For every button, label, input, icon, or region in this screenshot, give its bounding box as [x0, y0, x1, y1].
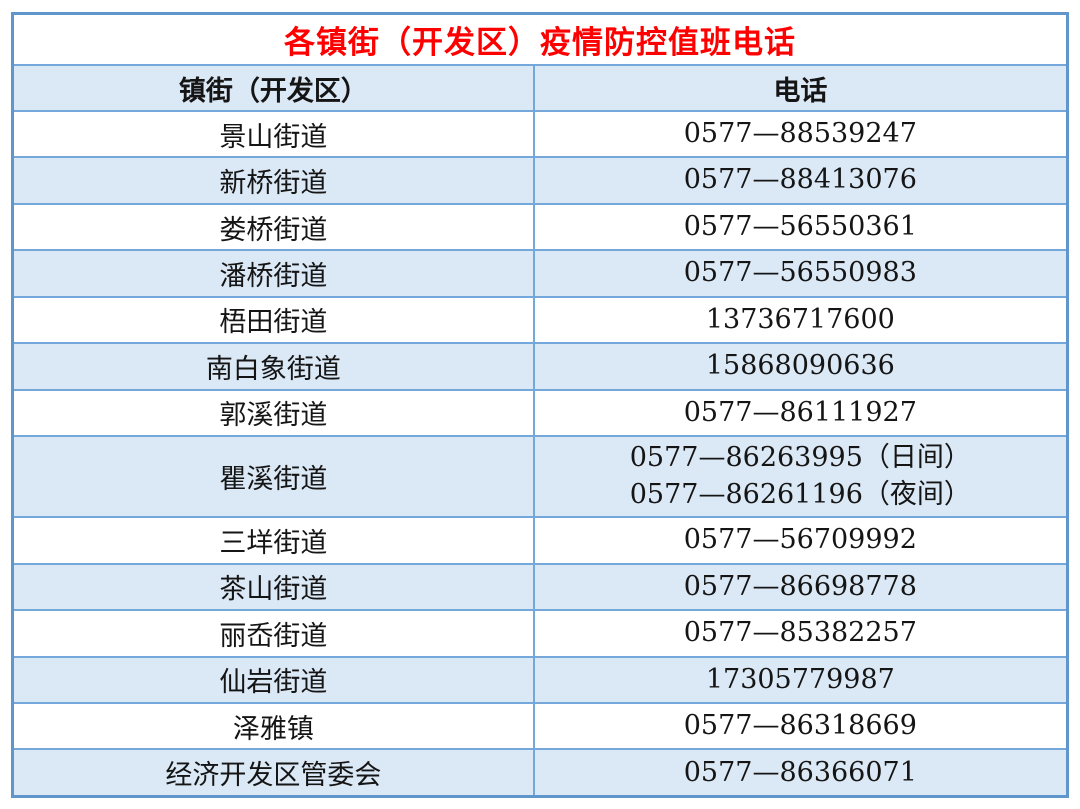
phone-number: 13736717600 [705, 303, 895, 335]
table-row: 茶山街道 0577—86698778 [11, 562, 1069, 612]
town-cell: 泽雅镇 [11, 702, 535, 751]
phone-cell: 0577—56709992 [532, 516, 1069, 565]
phone-cell: 0577—86698778 [532, 562, 1069, 612]
phone-cell: 0577—86111927 [532, 388, 1069, 437]
phone-number: 0577—56709992 [683, 524, 917, 556]
phone-cell: 0577—85382257 [532, 609, 1069, 658]
phone-number: 0577—86263995（日间） [629, 442, 971, 474]
phone-cell: 13736717600 [532, 295, 1069, 345]
town-cell: 梧田街道 [11, 295, 535, 345]
table-row: 仙岩街道 17305779987 [11, 655, 1069, 705]
phone-number: 0577—86698778 [683, 570, 917, 602]
table-row: 梧田街道 13736717600 [11, 295, 1069, 345]
phone-number: 0577—85382257 [683, 617, 917, 649]
table-row: 南白象街道 15868090636 [11, 342, 1069, 391]
table-row: 经济开发区管委会 0577—86366071 [11, 748, 1069, 798]
phone-number: 0577—86261196（夜间） [629, 478, 971, 510]
table-title: 各镇街（开发区）疫情防控值班电话 [11, 12, 1069, 66]
table-row: 潘桥街道 0577—56550983 [11, 249, 1069, 298]
table-body: 景山街道 0577—88539247 新桥街道 0577—88413076 娄桥街道 05… [11, 109, 1069, 798]
phone-number: 0577—86111927 [683, 396, 917, 428]
duty-phone-table: 各镇街（开发区）疫情防控值班电话 镇街（开发区） 电话 景山街道 0577—885… [11, 12, 1069, 798]
table-row: 三垟街道 0577—56709992 [11, 516, 1069, 565]
town-cell: 仙岩街道 [11, 655, 535, 705]
phone-number: 0577—56550983 [683, 257, 917, 289]
phone-number: 0577—56550361 [683, 210, 917, 242]
phone-cell: 17305779987 [532, 655, 1069, 705]
town-cell: 潘桥街道 [11, 249, 535, 298]
town-cell: 经济开发区管委会 [11, 748, 535, 798]
town-cell: 新桥街道 [11, 156, 535, 205]
table-row: 新桥街道 0577—88413076 [11, 156, 1069, 205]
town-cell: 茶山街道 [11, 562, 535, 612]
phone-number: 17305779987 [705, 663, 895, 695]
town-cell: 景山街道 [11, 109, 535, 159]
town-cell: 娄桥街道 [11, 202, 535, 252]
town-cell: 郭溪街道 [11, 388, 535, 437]
phone-cell: 0577—86318669 [532, 702, 1069, 751]
town-cell: 三垟街道 [11, 516, 535, 565]
phone-cell: 0577—86263995（日间） 0577—86261196（夜间） [532, 434, 1069, 519]
phone-cell: 0577—86366071 [532, 748, 1069, 798]
table-row: 景山街道 0577—88539247 [11, 109, 1069, 159]
table-row: 郭溪街道 0577—86111927 [11, 388, 1069, 437]
table-row: 泽雅镇 0577—86318669 [11, 702, 1069, 751]
table-row: 瞿溪街道 0577—86263995（日间） 0577—86261196（夜间） [11, 434, 1069, 519]
phone-number: 0577—86318669 [683, 710, 917, 741]
column-header-phone: 电话 [532, 64, 1069, 112]
header-row: 镇街（开发区） 电话 [11, 64, 1069, 112]
phone-cell: 15868090636 [532, 342, 1069, 391]
column-header-town: 镇街（开发区） [11, 64, 535, 112]
table-row: 娄桥街道 0577—56550361 [11, 202, 1069, 252]
phone-cell: 0577—88413076 [532, 156, 1069, 205]
title-row: 各镇街（开发区）疫情防控值班电话 [11, 12, 1069, 66]
phone-cell: 0577—88539247 [532, 109, 1069, 159]
town-cell: 南白象街道 [11, 342, 535, 391]
phone-table-container: 各镇街（开发区）疫情防控值班电话 镇街（开发区） 电话 景山街道 0577—885… [11, 12, 1069, 798]
phone-number: 0577—86366071 [683, 756, 917, 788]
phone-cell: 0577—56550361 [532, 202, 1069, 252]
phone-number: 0577—88539247 [683, 117, 917, 149]
table-row: 丽岙街道 0577—85382257 [11, 609, 1069, 658]
phone-cell: 0577—56550983 [532, 249, 1069, 298]
town-cell: 瞿溪街道 [11, 434, 535, 519]
town-cell: 丽岙街道 [11, 609, 535, 658]
phone-number: 15868090636 [705, 350, 895, 382]
phone-number: 0577—88413076 [683, 164, 917, 196]
